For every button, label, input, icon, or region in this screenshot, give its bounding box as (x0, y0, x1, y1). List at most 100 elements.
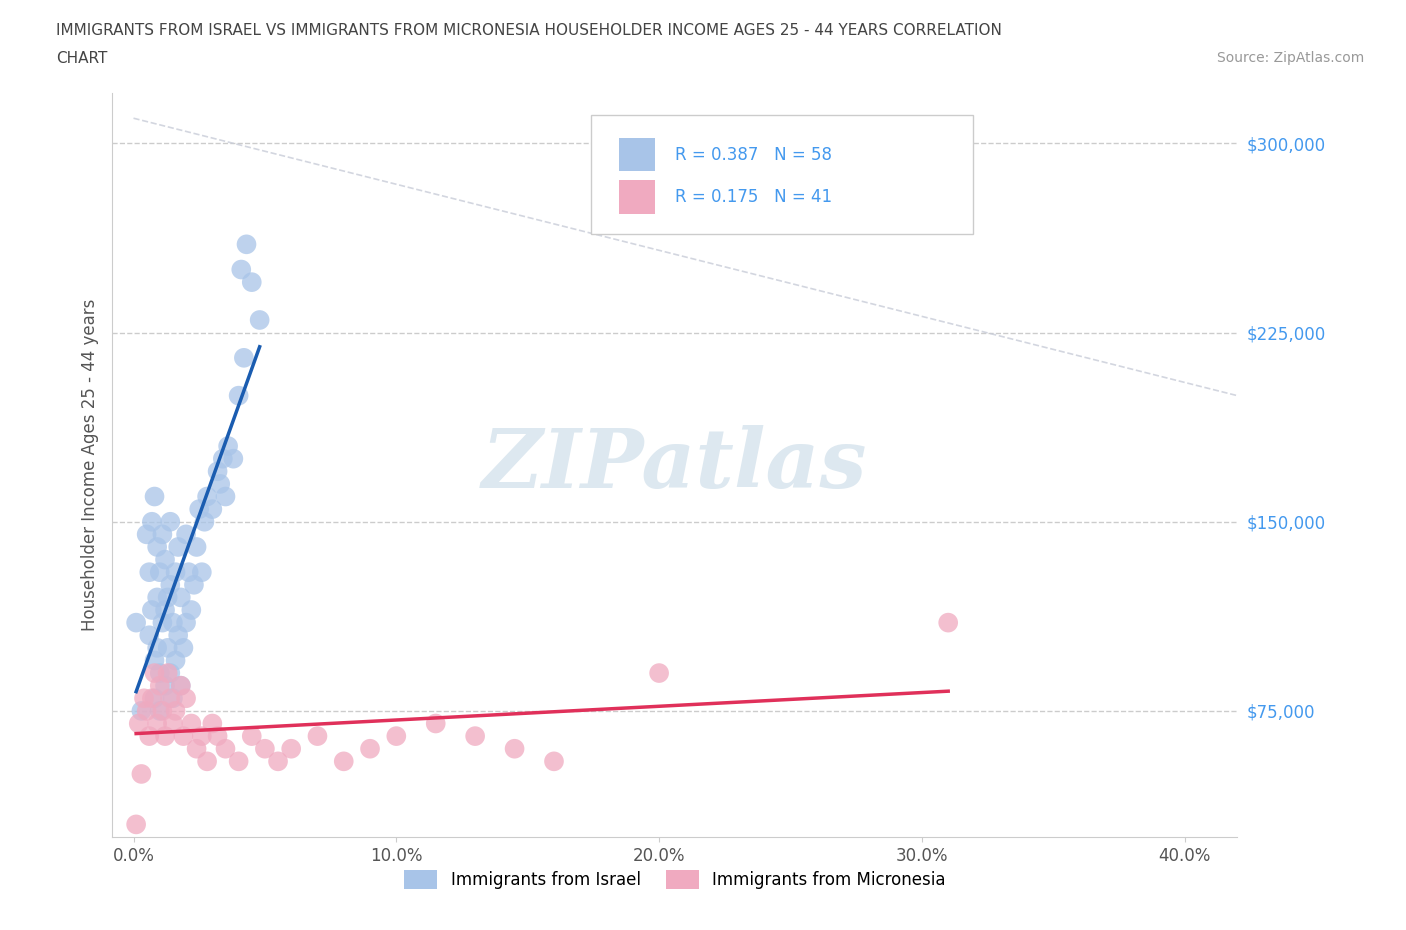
Point (228, 754, 250, 769)
Point (267, 754, 290, 769)
Point (195, 489, 218, 504)
Point (191, 565, 214, 579)
Point (191, 729, 214, 744)
Point (201, 501, 224, 516)
Point (464, 729, 486, 744)
Text: IMMIGRANTS FROM ISRAEL VS IMMIGRANTS FROM MICRONESIA HOUSEHOLDER INCOME AGES 25 : IMMIGRANTS FROM ISRAEL VS IMMIGRANTS FRO… (56, 23, 1002, 38)
Point (214, 489, 236, 504)
Point (159, 578, 181, 592)
Point (385, 729, 408, 744)
Point (132, 691, 155, 706)
Point (172, 641, 194, 656)
Point (162, 691, 184, 706)
Point (936, 615, 959, 630)
Point (146, 716, 169, 731)
Point (146, 590, 169, 604)
Text: R = 0.175   N = 41: R = 0.175 N = 41 (675, 188, 832, 206)
Point (143, 691, 166, 706)
Point (183, 578, 205, 592)
Point (240, 274, 263, 289)
Point (359, 741, 381, 756)
Point (212, 451, 235, 466)
Point (172, 729, 194, 744)
Point (167, 628, 190, 643)
Point (174, 615, 197, 630)
Point (222, 451, 245, 466)
Point (174, 527, 197, 542)
Point (174, 691, 197, 706)
Point (165, 653, 187, 668)
Point (153, 552, 176, 567)
Point (170, 678, 193, 693)
Point (332, 754, 354, 769)
Point (152, 527, 174, 542)
Point (240, 729, 263, 744)
Point (141, 514, 163, 529)
Bar (619, 180, 655, 214)
Point (195, 754, 218, 769)
Point (138, 565, 160, 579)
Point (135, 527, 157, 542)
Point (193, 514, 215, 529)
Point (249, 312, 271, 327)
Point (156, 590, 179, 604)
Point (180, 603, 202, 618)
Point (159, 666, 181, 681)
Point (186, 741, 208, 756)
Point (131, 766, 153, 781)
Point (135, 703, 157, 718)
Point (141, 603, 163, 618)
Point (152, 615, 174, 630)
Point (209, 476, 232, 491)
Point (153, 729, 176, 744)
Point (231, 262, 253, 277)
Point (232, 351, 254, 365)
Point (149, 666, 172, 681)
Point (165, 703, 187, 718)
Point (186, 539, 208, 554)
Point (153, 603, 176, 618)
Point (141, 691, 163, 706)
Y-axis label: Householder Income Ages 25 - 44 years: Householder Income Ages 25 - 44 years (80, 299, 98, 631)
Text: CHART: CHART (56, 51, 108, 66)
Bar (619, 138, 655, 171)
Text: Source: ZipAtlas.com: Source: ZipAtlas.com (1216, 51, 1364, 65)
Point (128, 716, 150, 731)
Point (543, 754, 565, 769)
Point (207, 729, 229, 744)
Point (170, 590, 193, 604)
Point (149, 678, 172, 693)
Point (162, 716, 184, 731)
Point (149, 703, 172, 718)
Point (138, 729, 160, 744)
Point (280, 741, 302, 756)
Point (143, 666, 166, 681)
Point (425, 716, 447, 731)
Point (125, 615, 148, 630)
Point (146, 539, 169, 554)
Point (170, 678, 193, 693)
Point (228, 388, 250, 403)
Point (307, 729, 329, 744)
Point (159, 514, 181, 529)
Point (207, 464, 229, 479)
Point (159, 691, 181, 706)
Text: ZIPatlas: ZIPatlas (482, 425, 868, 505)
Legend: Immigrants from Israel, Immigrants from Micronesia: Immigrants from Israel, Immigrants from … (398, 863, 952, 896)
Point (153, 678, 176, 693)
Point (217, 439, 239, 454)
FancyBboxPatch shape (591, 115, 973, 234)
Point (156, 666, 179, 681)
Point (162, 615, 184, 630)
Point (143, 653, 166, 668)
Point (188, 501, 211, 516)
Point (131, 703, 153, 718)
Point (253, 741, 276, 756)
Text: R = 0.387   N = 58: R = 0.387 N = 58 (675, 146, 832, 164)
Point (143, 489, 166, 504)
Point (165, 565, 187, 579)
Point (235, 237, 257, 252)
Point (503, 741, 526, 756)
Point (167, 539, 190, 554)
Point (149, 565, 172, 579)
